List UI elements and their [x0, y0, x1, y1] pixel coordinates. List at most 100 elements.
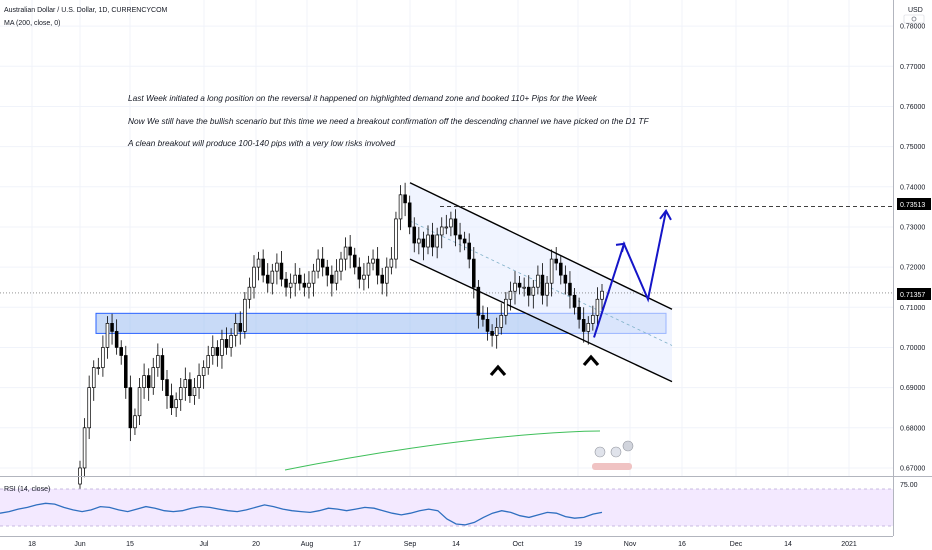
candle — [481, 305, 485, 327]
candle — [430, 222, 435, 257]
candle — [485, 307, 490, 341]
annotation-line-1: Last Week initiated a long position on t… — [128, 93, 598, 103]
candle — [572, 288, 577, 315]
candle — [352, 247, 357, 275]
candle — [568, 271, 572, 309]
candle — [311, 263, 316, 297]
candle — [165, 369, 169, 409]
candle — [265, 263, 270, 293]
candle — [540, 263, 545, 305]
candle — [174, 392, 178, 417]
time-tick-label: Jul — [200, 541, 209, 548]
time-axis[interactable]: 18 Jun 15 Jul 20 Aug 17 Sep 14 Oct 19 Nov 16 Dec 14 202… — [28, 541, 857, 548]
projection-arrow-head — [615, 242, 626, 253]
candle — [197, 363, 201, 399]
candle — [124, 345, 128, 399]
candle — [192, 377, 197, 405]
candle — [398, 185, 403, 231]
rsi-line — [0, 502, 603, 526]
channel-upper-line — [409, 182, 673, 310]
candle — [494, 317, 499, 349]
economic-event-icon[interactable] — [592, 440, 634, 470]
price-tick-label: 0.75000 — [900, 144, 925, 151]
candle — [526, 275, 531, 307]
channel-lower-line — [409, 258, 673, 383]
candle — [233, 313, 238, 347]
candle — [421, 231, 426, 261]
candlestick-series — [78, 182, 604, 492]
candle — [114, 319, 119, 355]
candle — [119, 340, 123, 365]
candle — [444, 214, 449, 235]
candle — [91, 360, 96, 401]
candle — [439, 217, 444, 249]
candle — [563, 265, 568, 295]
candle — [137, 377, 142, 425]
rsi-axis-label-75: 75.00 — [900, 482, 918, 489]
candle — [577, 297, 581, 329]
candle — [371, 249, 375, 271]
reversal-marker — [489, 364, 507, 377]
candle — [101, 335, 105, 377]
svg-text:0.73513: 0.73513 — [900, 202, 925, 209]
candle — [325, 259, 330, 287]
time-tick-label: Aug — [301, 541, 314, 548]
candle — [247, 277, 252, 309]
candle — [188, 372, 192, 403]
candle — [490, 324, 494, 347]
candle — [531, 279, 536, 309]
candle — [343, 237, 348, 271]
candle — [96, 357, 101, 375]
time-tick-label: 20 — [252, 541, 260, 548]
candle — [366, 255, 371, 289]
candle — [128, 375, 133, 442]
candle — [293, 263, 297, 297]
svg-text:0.71357: 0.71357 — [900, 292, 925, 299]
candle — [508, 281, 513, 311]
candle — [394, 211, 398, 269]
candle — [211, 335, 215, 365]
candle — [362, 263, 366, 291]
candle — [462, 231, 467, 251]
rsi-band — [0, 489, 893, 526]
candle — [595, 287, 600, 325]
candle — [270, 263, 275, 295]
candle — [284, 271, 288, 297]
candle — [600, 283, 604, 311]
candle — [288, 273, 293, 299]
candle — [476, 279, 481, 329]
settings-icon[interactable] — [903, 14, 925, 24]
candle — [554, 247, 558, 271]
candle — [417, 226, 421, 255]
candle — [517, 275, 522, 295]
ma-indicator-label: MA (200, close, 0) — [4, 20, 60, 27]
candle — [504, 292, 508, 325]
candle — [449, 211, 453, 237]
candle — [302, 273, 307, 297]
price-axis[interactable]: 0.78000 0.77000 0.76000 0.75000 0.74000 0.730… — [900, 24, 925, 473]
candle — [206, 345, 210, 375]
candle — [110, 313, 114, 345]
candle — [160, 348, 165, 391]
candle — [298, 267, 302, 291]
candle — [559, 255, 563, 285]
candle — [407, 195, 412, 235]
candle — [513, 271, 517, 305]
candle — [549, 249, 554, 297]
ma-200-layer — [284, 430, 601, 471]
time-tick-label: 14 — [452, 541, 460, 548]
candle — [591, 305, 595, 331]
candle — [243, 292, 247, 339]
time-tick-label: 17 — [353, 541, 361, 548]
price-tick-label: 0.72000 — [900, 265, 925, 272]
time-tick-label: 14 — [784, 541, 792, 548]
candle — [467, 233, 471, 269]
candle — [261, 249, 265, 283]
candle — [87, 375, 91, 440]
time-tick-label: 16 — [678, 541, 686, 548]
rsi-indicator-label: RSI (14, close) — [4, 486, 50, 493]
candle — [320, 247, 325, 277]
candle — [151, 357, 156, 395]
candle — [458, 222, 462, 253]
